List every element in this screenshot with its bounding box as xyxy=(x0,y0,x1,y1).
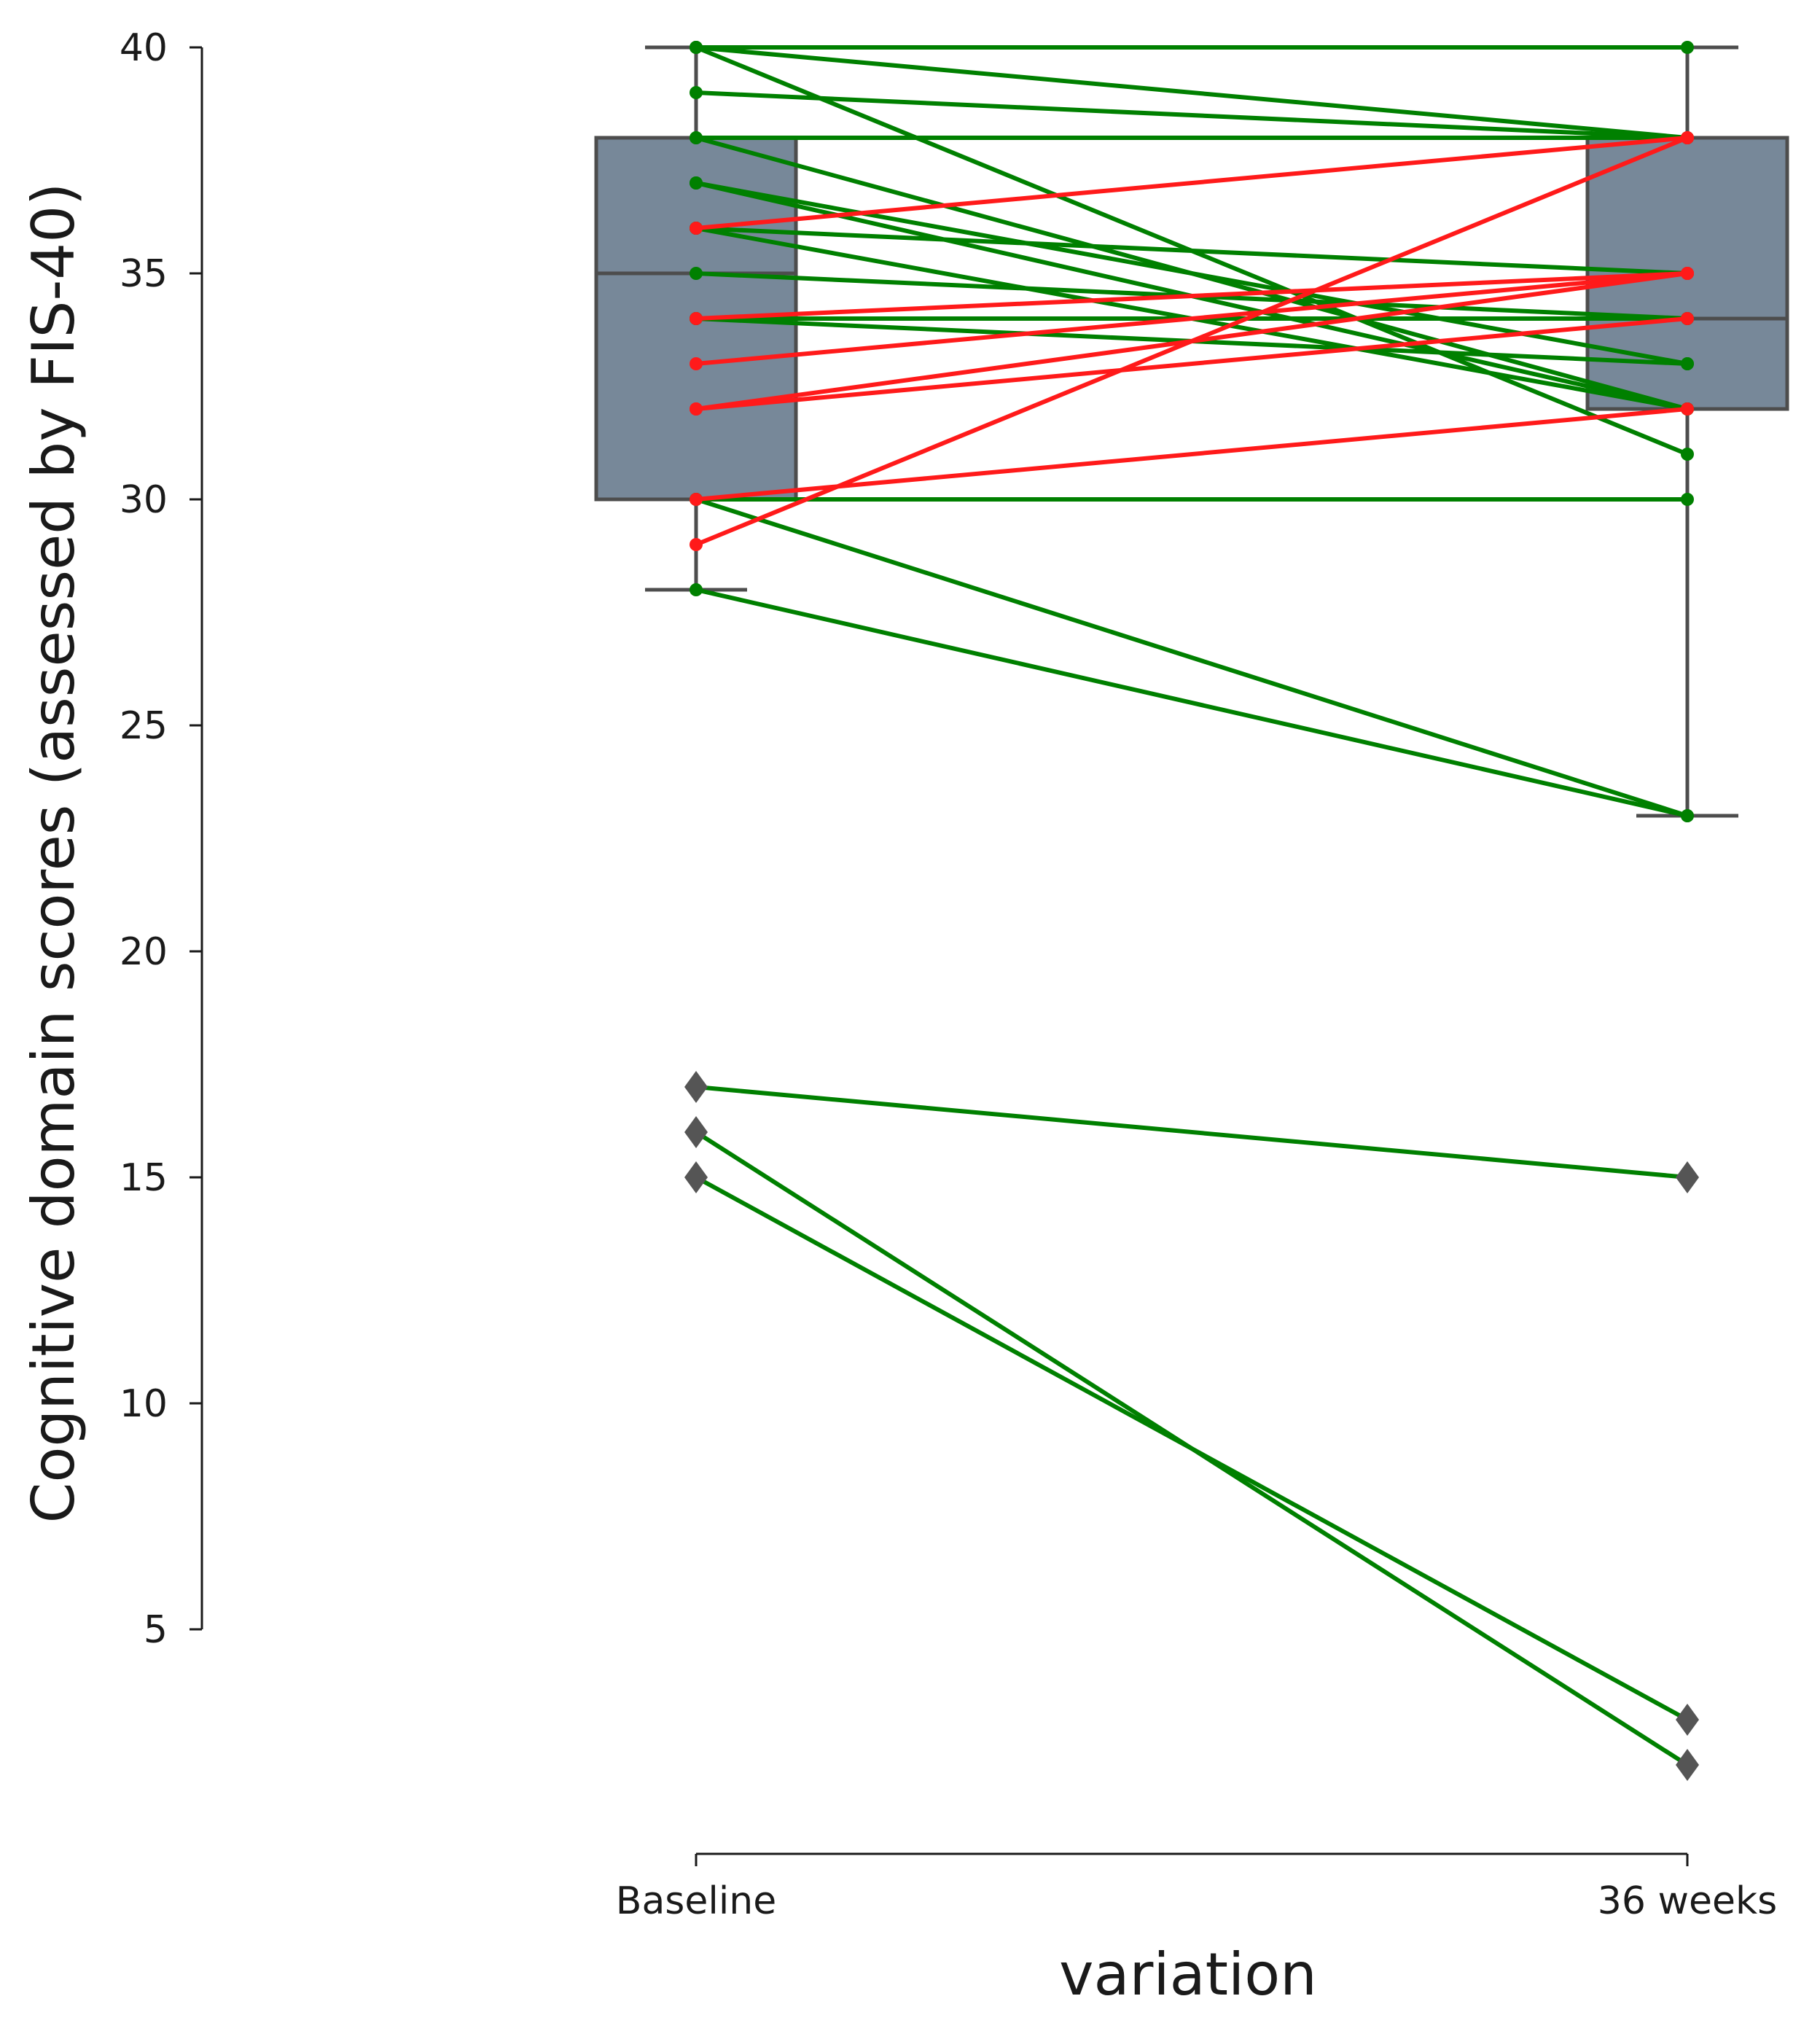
paired-line-4 xyxy=(695,90,1688,140)
outliers-layer xyxy=(684,1071,1699,1781)
paired-line-21 xyxy=(695,271,1688,321)
week36-point-25 xyxy=(1681,402,1694,416)
y-tick-label-15: 15 xyxy=(120,1156,168,1200)
x-tick-label-1: Baseline xyxy=(616,1879,776,1923)
paired-line-19 xyxy=(695,1175,1689,1722)
y-tick-label-20: 20 xyxy=(120,930,168,974)
paired-line-7 xyxy=(695,181,1688,366)
paired-line-15 xyxy=(695,497,1688,818)
y-tick-label-5: 5 xyxy=(144,1608,168,1652)
week36-point-16 xyxy=(1681,809,1694,822)
paired-line-25 xyxy=(695,407,1688,502)
baseline-point-25 xyxy=(690,493,703,506)
week36-point-24 xyxy=(1681,267,1694,280)
x-axis-title: variation xyxy=(1059,1941,1317,2008)
week36-point-3 xyxy=(1681,448,1694,461)
y-axis: 5 10 15 20 25 30 35 40 xyxy=(120,26,203,1652)
baseline-point-22 xyxy=(690,357,703,370)
y-tick-label-30: 30 xyxy=(120,478,168,522)
paired-line-9 xyxy=(695,226,1688,276)
week36-point-14 xyxy=(1681,493,1694,506)
week36-outlier-3 xyxy=(1676,1749,1699,1781)
y-tick-label-35: 35 xyxy=(120,252,168,296)
baseline-point-24 xyxy=(690,402,703,416)
baseline-point-8 xyxy=(690,176,703,190)
x-tick-label-2: 36 weeks xyxy=(1598,1879,1777,1923)
week36-point-1 xyxy=(1681,41,1694,54)
baseline-point-20 xyxy=(690,222,703,235)
paired-lines-layer xyxy=(690,41,1694,1771)
baseline-point-4 xyxy=(690,86,703,99)
paired-line-17 xyxy=(695,1085,1688,1180)
baseline-point-21 xyxy=(690,312,703,325)
baseline-point-3 xyxy=(690,41,703,54)
baseline-outlier-3 xyxy=(684,1161,708,1193)
y-axis-title: Cognitive domain scores (assessed by FIS… xyxy=(20,183,87,1524)
boxes-layer xyxy=(594,45,1789,818)
baseline-outlier-1 xyxy=(684,1071,708,1103)
week36-point-23 xyxy=(1681,312,1694,325)
baseline-point-11 xyxy=(690,267,703,280)
paired-line-20 xyxy=(695,136,1688,230)
y-tick-label-25: 25 xyxy=(120,704,168,748)
paired-line-26 xyxy=(695,136,1689,547)
baseline-point-26 xyxy=(690,538,703,551)
week36-point-26 xyxy=(1681,131,1694,144)
baseline-outlier-2 xyxy=(684,1116,708,1148)
paired-line-16 xyxy=(695,588,1688,818)
paired-line-22 xyxy=(695,271,1688,366)
week36-point-13 xyxy=(1681,357,1694,370)
paired-line-2 xyxy=(695,45,1688,140)
paired-line-23 xyxy=(695,316,1688,411)
baseline-point-16 xyxy=(690,583,703,596)
baseline-point-6 xyxy=(690,131,703,144)
y-tick-label-10: 10 xyxy=(120,1382,168,1426)
week36-outlier-1 xyxy=(1676,1161,1699,1193)
week36-outlier-2 xyxy=(1676,1704,1699,1736)
y-tick-label-40: 40 xyxy=(120,26,168,70)
x-axis: Baseline 36 weeks xyxy=(616,1852,1777,1923)
